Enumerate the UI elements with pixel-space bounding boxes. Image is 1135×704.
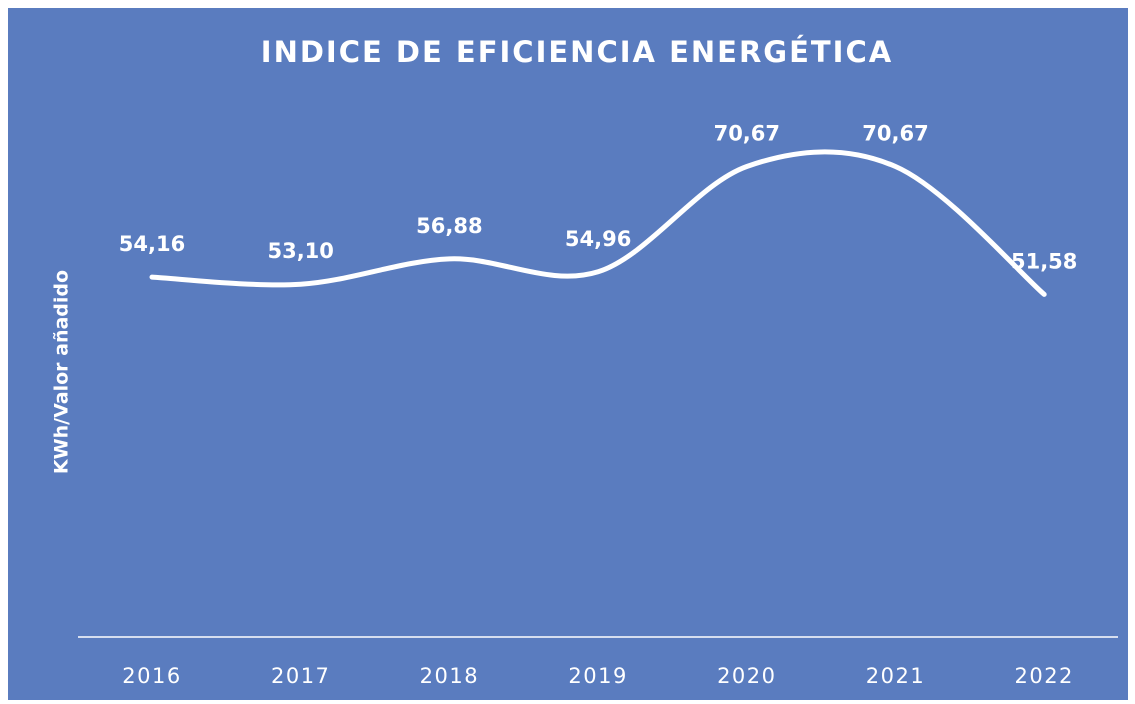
x-tick-label: 2016 <box>122 664 181 688</box>
data-label: 51,58 <box>1011 249 1077 273</box>
chart-background <box>8 8 1128 700</box>
x-tick-label: 2019 <box>568 664 627 688</box>
x-tick-label: 2021 <box>866 664 925 688</box>
data-label: 54,96 <box>565 227 631 251</box>
x-tick-label: 2022 <box>1014 664 1073 688</box>
data-label: 53,10 <box>267 239 333 263</box>
x-tick-label: 2020 <box>717 664 776 688</box>
data-label: 70,67 <box>714 122 780 146</box>
data-label: 54,16 <box>119 232 185 256</box>
y-axis-label: KWh/Valor añadido <box>51 270 73 474</box>
x-tick-label: 2018 <box>420 664 479 688</box>
data-label: 56,88 <box>416 214 482 238</box>
x-tick-label: 2017 <box>271 664 330 688</box>
line <box>149 149 1047 297</box>
data-label: 70,67 <box>862 122 928 146</box>
chart-title: INDICE DE EFICIENCIA ENERGÉTICA <box>261 35 893 69</box>
